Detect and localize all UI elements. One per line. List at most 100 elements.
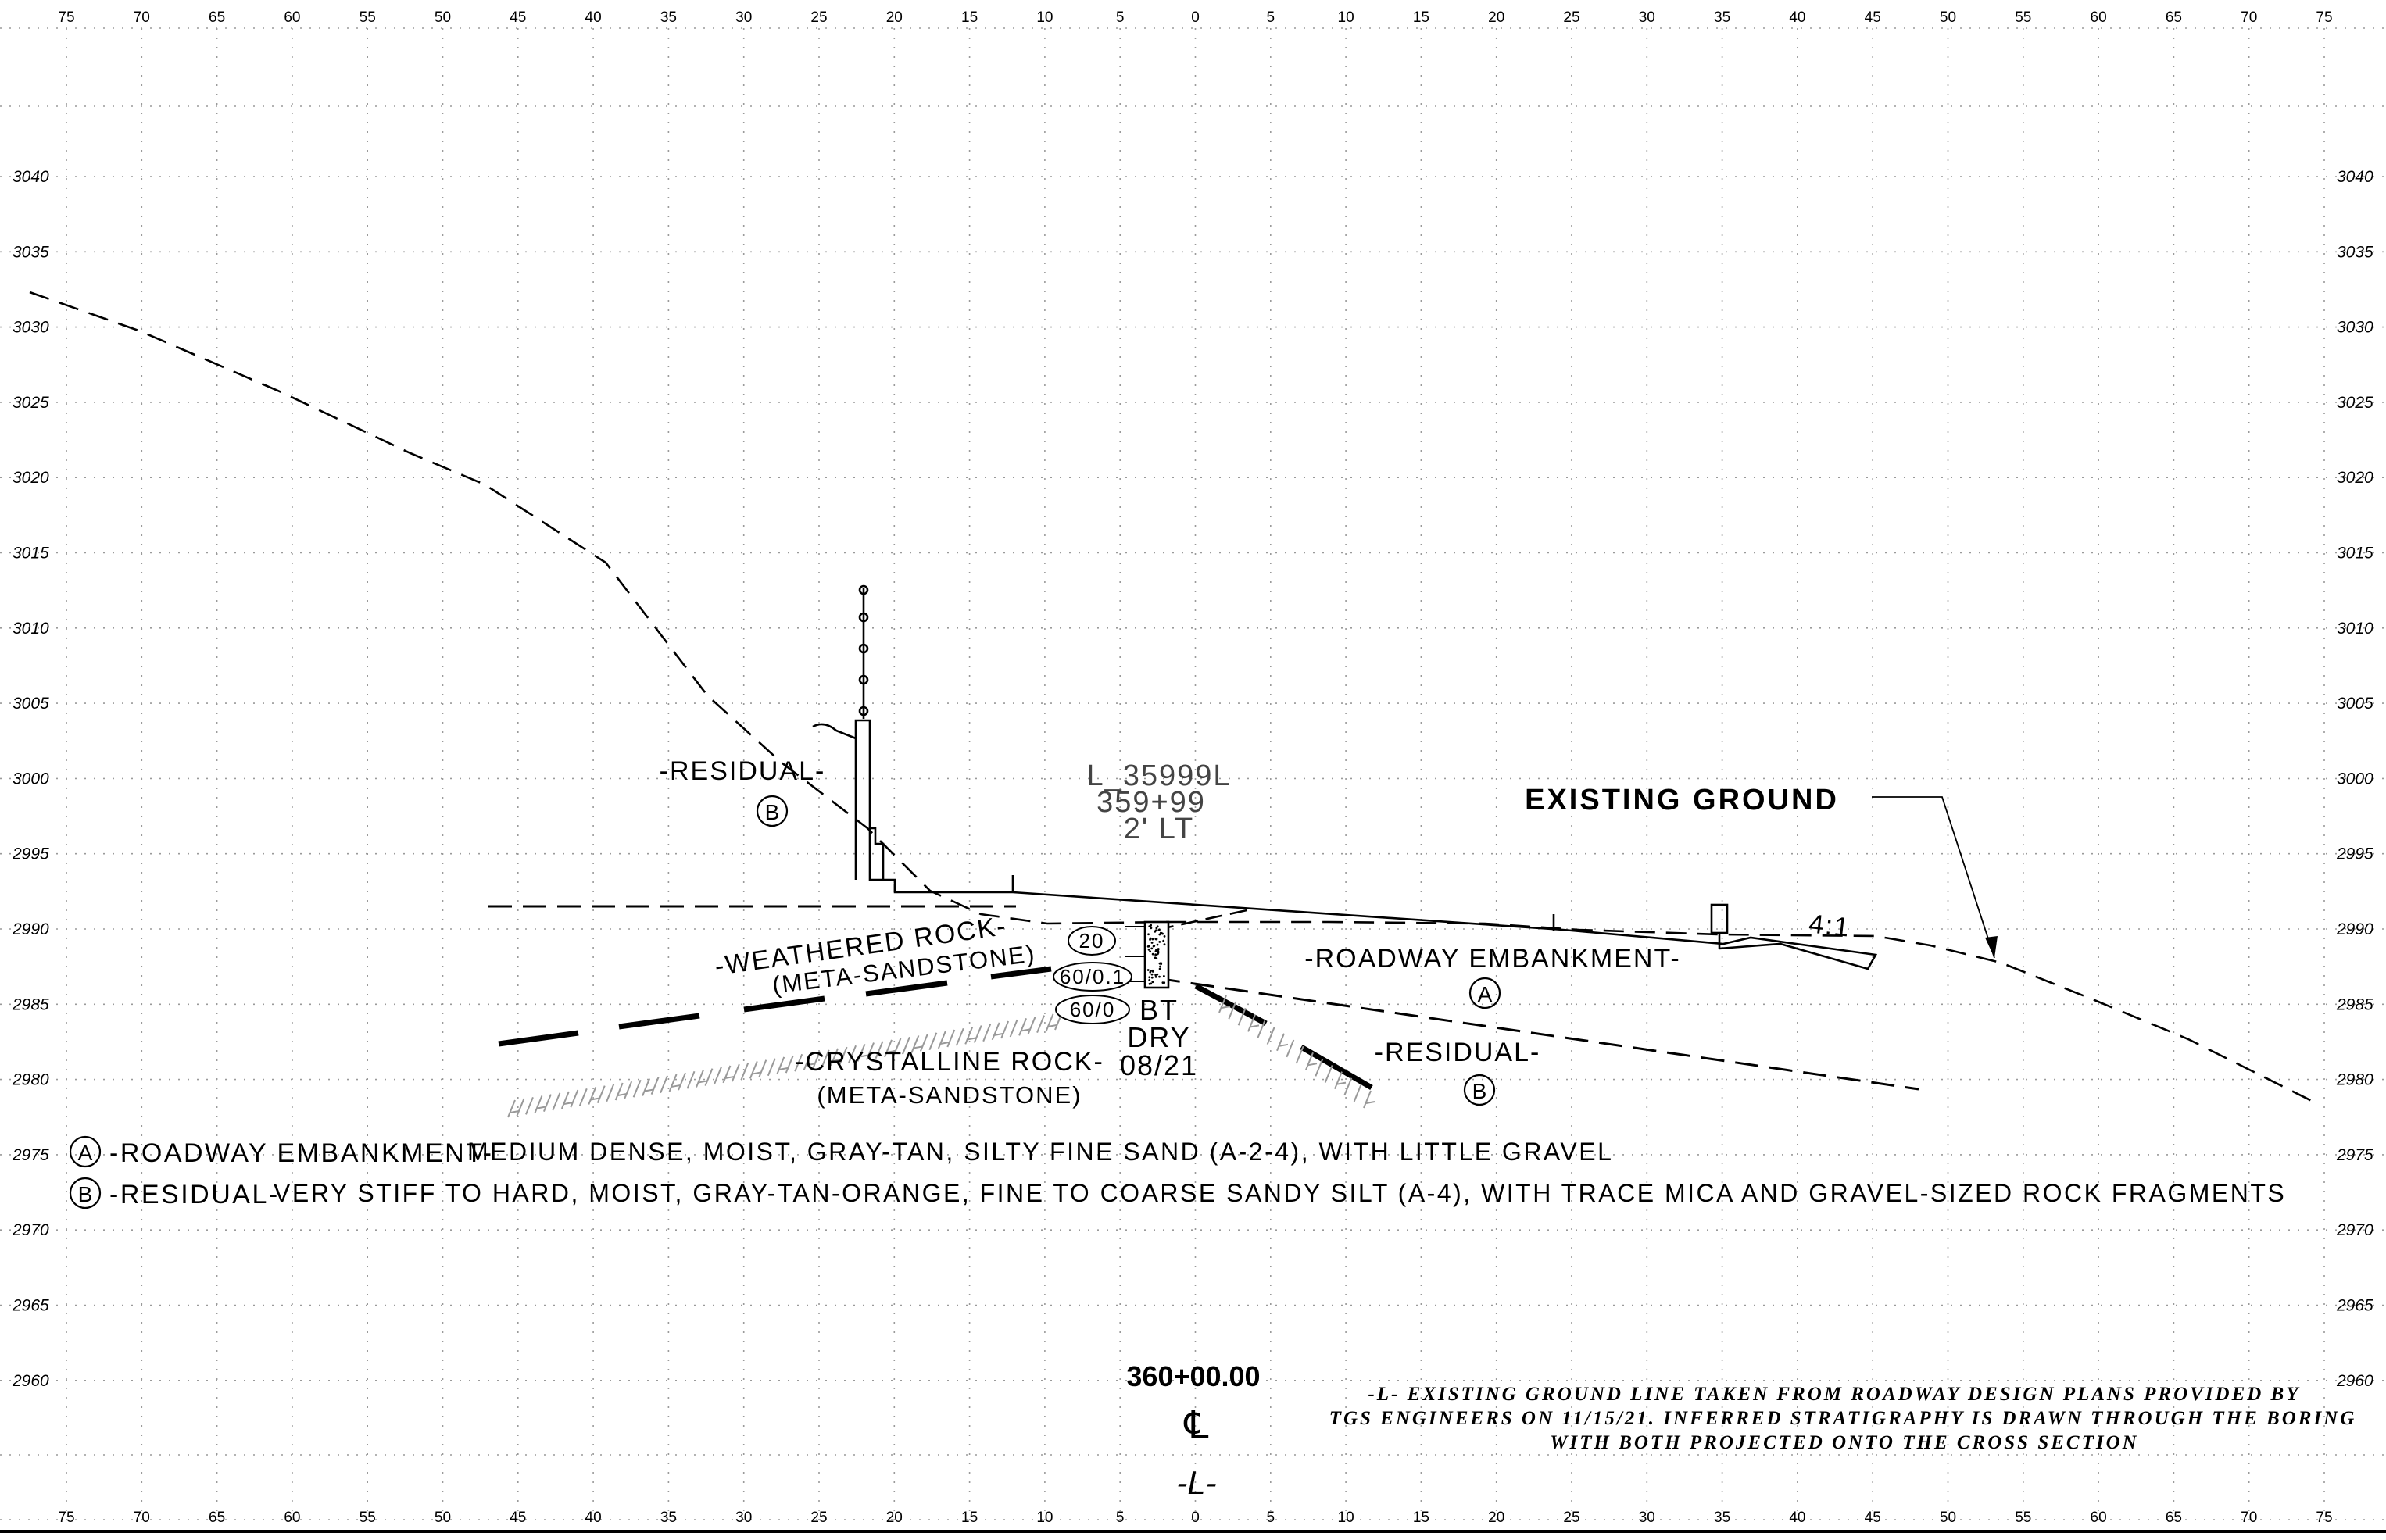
x-tick-top: 25	[810, 9, 827, 26]
note-line-1: -L- EXISTING GROUND LINE TAKEN FROM ROAD…	[1368, 1384, 2300, 1405]
x-axis-bottom: 75 70 65 60 55 50 45 40 35 30 25 20 15 10 5 0 5 10 15 20 25 3…	[58, 1510, 2332, 1526]
x-tick-top: 60	[284, 9, 300, 26]
svg-text:A: A	[1478, 982, 1493, 1006]
x-tick-top: 10	[1338, 9, 1354, 26]
x-tick-top: 45	[1865, 9, 1881, 26]
y-tick-left: 2965	[12, 1297, 49, 1315]
x-tick-top: 35	[660, 9, 677, 26]
x-tick-top: 65	[209, 9, 225, 26]
y-tick-right: 2985	[2336, 995, 2373, 1013]
existing-ground-arrowhead	[1985, 936, 1998, 958]
x-tick-top: 70	[2241, 9, 2257, 26]
residual-boundary-line	[1156, 977, 1919, 1091]
note-line-3: WITH BOTH PROJECTED ONTO THE CROSS SECTI…	[1550, 1432, 2138, 1453]
boring-station: 359+99	[1096, 786, 1206, 819]
y-tick-right: 3040	[2337, 168, 2373, 186]
blow-count-1: 20	[1079, 929, 1105, 952]
x-tick-bottom: 0	[1191, 1510, 1200, 1526]
x-tick-bottom: 10	[1036, 1510, 1053, 1526]
x-tick-top: 65	[2166, 9, 2182, 26]
x-tick-top: 35	[1714, 9, 1730, 26]
station-value: 360+00.00	[1126, 1360, 1260, 1392]
x-tick-top: 5	[1267, 9, 1275, 26]
x-tick-top: 70	[134, 9, 150, 26]
x-tick-top: 40	[1789, 9, 1805, 26]
crystalline-rock-label: -CRYSTALLINE ROCK-	[795, 1047, 1104, 1077]
y-tick-left: 3030	[13, 319, 49, 337]
legend-a-marker: A	[78, 1141, 93, 1165]
date-label: 08/21	[1120, 1049, 1198, 1081]
crystalline-rock-top-line	[498, 966, 1373, 1091]
legend-row-b: B -RESIDUAL- VERY STIFF TO HARD, MOIST, …	[69, 1177, 2284, 1209]
blow-count-2: 60/0.1	[1060, 965, 1125, 988]
y-tick-right: 2980	[2336, 1071, 2373, 1089]
y-tick-right: 2975	[2336, 1146, 2373, 1164]
y-tick-right: 3025	[2337, 394, 2373, 412]
svg-text:B: B	[1472, 1079, 1487, 1103]
x-tick-bottom: 65	[209, 1510, 225, 1526]
y-tick-right: 3035	[2337, 243, 2373, 261]
slope-label: 4:1	[1808, 909, 1852, 942]
x-tick-top: 30	[735, 9, 752, 26]
y-tick-left: 2970	[12, 1221, 49, 1239]
retaining-wall	[812, 584, 896, 892]
x-tick-bottom: 25	[1563, 1510, 1579, 1526]
x-tick-bottom: 20	[1488, 1510, 1504, 1526]
bt-label: BT	[1139, 994, 1179, 1026]
x-tick-bottom: 55	[360, 1510, 376, 1526]
legend-a-description: MEDIUM DENSE, MOIST, GRAY-TAN, SILTY FIN…	[467, 1138, 1613, 1166]
x-tick-bottom: 40	[1789, 1510, 1805, 1526]
y-tick-left: 2990	[12, 920, 49, 938]
x-tick-bottom: 30	[735, 1510, 752, 1526]
x-tick-top: 25	[1563, 9, 1579, 26]
y-tick-left: 2975	[12, 1146, 49, 1164]
residual-lower-label: -RESIDUAL-	[1375, 1038, 1541, 1067]
boring-sample-fill	[1146, 924, 1166, 985]
centerline-symbol: ℄	[1184, 1405, 1209, 1446]
legend-a-name: -ROADWAY EMBANKMENT-	[109, 1138, 493, 1168]
y-tick-left: 3005	[13, 695, 49, 713]
y-tick-left: 3040	[13, 168, 49, 186]
y-tick-left: 3010	[13, 620, 49, 638]
x-tick-top: 15	[961, 9, 978, 26]
rock-hatching	[507, 995, 1375, 1118]
y-tick-left: 3025	[13, 394, 49, 412]
boring-log: 20 60/0.1 60/0	[1053, 920, 1170, 1024]
y-tick-left: 2985	[12, 995, 49, 1013]
x-tick-top: 20	[1488, 9, 1504, 26]
x-tick-bottom: 40	[585, 1510, 602, 1526]
boring-id: L_35999L	[1086, 759, 1231, 792]
y-tick-right: 2995	[2336, 845, 2373, 863]
x-tick-top: 60	[2091, 9, 2107, 26]
y-axis-right: 3040 3035 3030 3025 3020 3015 3010 3005 3000 2995…	[2336, 168, 2373, 1390]
x-tick-bottom: 60	[284, 1510, 300, 1526]
x-tick-bottom: 45	[1865, 1510, 1881, 1526]
y-tick-right: 3005	[2337, 695, 2373, 713]
y-tick-right: 2960	[2336, 1372, 2373, 1390]
x-tick-bottom: 35	[660, 1510, 677, 1526]
y-tick-left: 3020	[13, 469, 49, 487]
existing-ground-line	[29, 291, 2314, 1103]
y-tick-right: 3015	[2337, 545, 2373, 563]
y-tick-right: 3020	[2337, 469, 2373, 487]
x-tick-top: 0	[1191, 9, 1200, 26]
x-tick-bottom: 5	[1116, 1510, 1125, 1526]
x-tick-top: 75	[2316, 9, 2332, 26]
residual-upper-marker: B	[756, 795, 789, 827]
x-tick-bottom: 30	[1639, 1510, 1655, 1526]
grid	[0, 27, 2386, 1520]
y-tick-left: 3000	[13, 770, 49, 788]
roadway-surface	[893, 884, 1878, 970]
x-tick-bottom: 65	[2166, 1510, 2182, 1526]
x-tick-bottom: 60	[2091, 1510, 2107, 1526]
y-tick-left: 3035	[13, 243, 49, 261]
x-tick-bottom: 70	[2241, 1510, 2257, 1526]
x-tick-bottom: 15	[961, 1510, 978, 1526]
y-tick-right: 2990	[2336, 920, 2373, 938]
x-tick-top: 50	[1940, 9, 1956, 26]
y-tick-left: 2960	[12, 1372, 49, 1390]
x-tick-top: 45	[510, 9, 526, 26]
x-tick-top: 30	[1639, 9, 1655, 26]
dry-label: DRY	[1127, 1021, 1190, 1053]
y-tick-right: 3030	[2337, 319, 2373, 337]
